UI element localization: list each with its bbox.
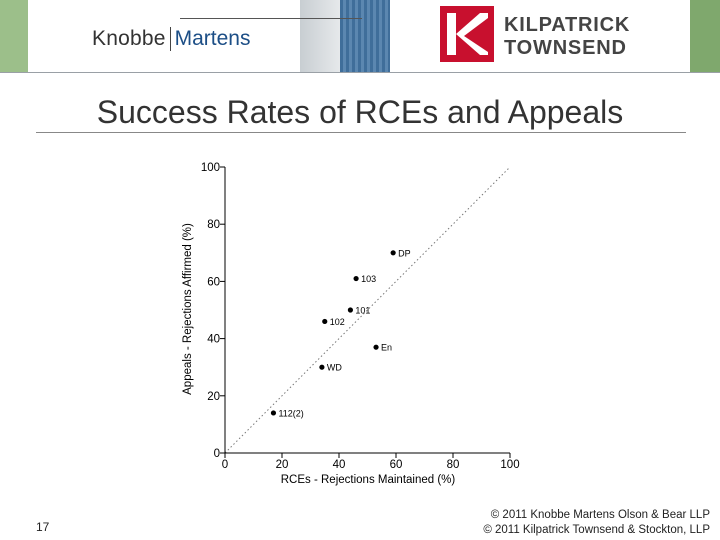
knobbe-martens-logo: Knobbe Martens [92, 18, 362, 56]
slide-title: Success Rates of RCEs and Appeals [96, 94, 624, 130]
y-tick-label: 20 [207, 391, 220, 403]
data-point [353, 275, 359, 282]
logo-word-knobbe: Knobbe [92, 27, 166, 50]
y-tick-label: 40 [207, 334, 220, 346]
logo-rule [180, 18, 362, 19]
x-tick-label: 60 [390, 459, 403, 471]
kt-logo-mark-icon [440, 6, 494, 62]
y-tick-label: 80 [207, 219, 220, 231]
kt-logo-line2: TOWNSEND [504, 37, 627, 59]
y-axis-label: Appeals - Rejections Affirmed (%) [182, 223, 194, 395]
x-tick-label: 40 [333, 459, 346, 471]
x-tick-label: 100 [500, 459, 519, 471]
copyright-notice: © 2011 Knobbe Martens Olson & Bear LLP ©… [410, 508, 710, 538]
data-point [322, 318, 328, 325]
banner-stripe [340, 0, 390, 72]
banner-divider [0, 72, 720, 73]
x-tick-label: 80 [447, 459, 460, 471]
y-tick-label: 60 [207, 276, 220, 288]
copyright-line: © 2011 Knobbe Martens Olson & Bear LLP [490, 509, 710, 521]
y-tick-label: 100 [201, 162, 220, 174]
logo-separator [169, 27, 171, 51]
data-point-label: WD [327, 363, 342, 373]
data-point [390, 250, 396, 256]
x-axis-label: RCEs - Rejections Maintained (%) [281, 474, 456, 486]
page-number: 17 [36, 520, 50, 534]
banner-stripe [690, 0, 720, 72]
data-point-label: 101 [355, 306, 370, 316]
banner-stripe [300, 0, 340, 72]
data-point-label: DP [398, 248, 411, 258]
x-tick-label: 0 [222, 459, 228, 471]
data-point-label: En [381, 343, 392, 353]
data-point [319, 364, 325, 370]
data-point [347, 307, 353, 313]
logo-word-martens: Martens [174, 27, 251, 50]
data-point-label: 103 [361, 274, 376, 284]
kt-logo-line1: KILPATRICK [504, 14, 631, 36]
y-tick-label: 0 [214, 448, 220, 460]
reference-diagonal-line [224, 166, 511, 454]
banner-stripe [0, 0, 28, 72]
data-point [270, 410, 277, 416]
data-point-label: 112(2) [278, 408, 303, 418]
title-underline [36, 132, 686, 133]
data-point [373, 344, 379, 350]
copyright-line: © 2011 Kilpatrick Townsend & Stockton, L… [483, 524, 710, 536]
data-point-label: 102 [330, 317, 345, 327]
header-banner: Knobbe Martens KILPATRICK TOWNSEND [0, 0, 720, 72]
kt-logo-text: KILPATRICK TOWNSEND [504, 14, 630, 60]
x-tick-label: 20 [276, 459, 289, 471]
